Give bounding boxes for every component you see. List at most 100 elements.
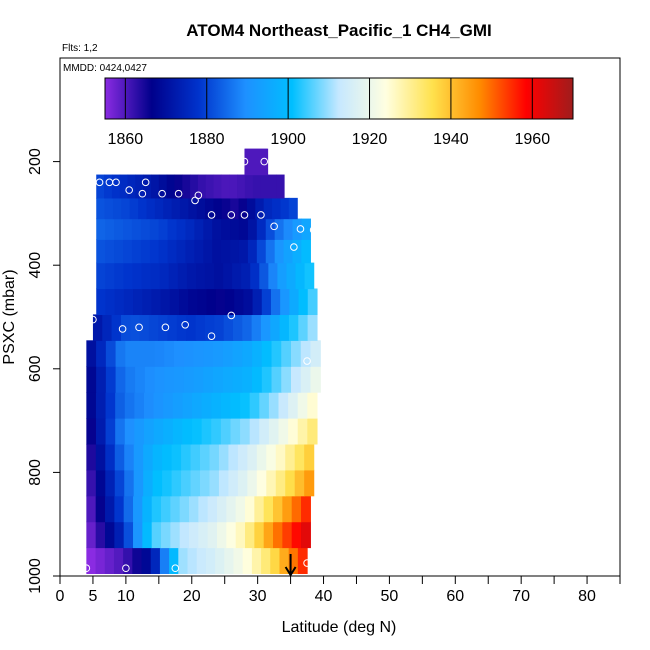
- x-tick-label: 60: [446, 588, 464, 605]
- heatmap-cell: [263, 495, 274, 523]
- heatmap-cell: [262, 148, 265, 176]
- heatmap-cell: [238, 218, 249, 240]
- heatmap-cell: [182, 174, 191, 199]
- heatmap-cell: [131, 239, 142, 264]
- heatmap-cell: [246, 148, 248, 176]
- heatmap-cell: [310, 366, 321, 393]
- heatmap-cell: [214, 262, 224, 290]
- heatmap-cell: [95, 547, 106, 575]
- heatmap-cell: [152, 443, 163, 471]
- heatmap-cell: [254, 495, 265, 523]
- heatmap-cell: [123, 262, 134, 290]
- heatmap-cell: [260, 148, 263, 176]
- heatmap-cell: [240, 392, 251, 419]
- heatmap-cell: [233, 547, 244, 575]
- heatmap-cell: [105, 521, 115, 549]
- heatmap-cell: [123, 239, 133, 264]
- heatmap-cell: [114, 495, 125, 523]
- heatmap-cell: [95, 392, 107, 419]
- heatmap-cell: [142, 495, 153, 523]
- heatmap-cell: [223, 314, 234, 341]
- heatmap-cell: [190, 443, 201, 471]
- heatmap-cell: [275, 469, 286, 497]
- heatmap-cell: [241, 262, 251, 290]
- heatmap-cell: [121, 197, 131, 220]
- heatmap-cell: [230, 218, 240, 240]
- heatmap-cell: [232, 340, 243, 367]
- heatmap-cell: [283, 218, 294, 240]
- heatmap-cell: [252, 340, 263, 367]
- heatmap-cell: [152, 469, 163, 497]
- heatmap-cell: [124, 443, 135, 471]
- heatmap-cell: [86, 340, 97, 367]
- sample-point: [112, 178, 120, 187]
- heatmap-cell: [179, 197, 189, 220]
- heatmap-cell: [285, 469, 296, 497]
- sample-point: [207, 211, 216, 219]
- heatmap-cell: [105, 495, 115, 523]
- sample-point: [309, 226, 318, 234]
- heatmap-cell: [176, 239, 187, 264]
- heatmap-cell: [230, 197, 240, 220]
- heatmap-cell: [274, 239, 285, 264]
- heatmap-cell: [217, 495, 227, 523]
- heatmap-cell: [115, 340, 126, 367]
- heatmap-cell: [263, 148, 266, 176]
- heatmap-cell: [247, 218, 258, 240]
- x-tick-label: 50: [381, 588, 399, 605]
- heatmap-cell: [133, 521, 143, 549]
- heatmap-cell: [197, 288, 208, 316]
- heatmap-cell: [174, 174, 183, 199]
- heatmap-cell: [304, 262, 315, 290]
- heatmap-cell: [123, 521, 134, 549]
- heatmap-cell: [195, 262, 206, 290]
- heatmap-cell: [185, 239, 195, 264]
- heatmap-cell: [203, 340, 214, 367]
- heatmap-cell: [247, 443, 258, 471]
- heatmap-cell: [298, 314, 309, 341]
- heatmap-cell: [215, 288, 226, 316]
- heatmap-cell: [142, 288, 153, 316]
- x-tick-label: 40: [315, 588, 333, 605]
- heatmap-cell: [256, 443, 267, 471]
- heatmap-cell: [212, 218, 222, 240]
- heatmap-cell: [276, 174, 285, 199]
- heatmap-cell: [292, 239, 303, 264]
- colorbar-tick-label: 1960: [515, 131, 551, 148]
- sample-point: [135, 323, 143, 332]
- heatmap-cell: [111, 314, 122, 341]
- heatmap-cell: [163, 197, 173, 220]
- heatmap-cell: [123, 288, 134, 316]
- heatmap-cell: [206, 288, 217, 316]
- heatmap-cell: [291, 340, 302, 367]
- heatmap-cell: [104, 197, 114, 220]
- heatmap-cell: [205, 197, 215, 220]
- heatmap-cell: [260, 314, 271, 341]
- heatmap-cell: [218, 443, 230, 471]
- heatmap-cell: [176, 218, 187, 240]
- heatmap-cell: [300, 340, 312, 367]
- heatmap-cell: [133, 288, 143, 316]
- heatmap-cell: [297, 418, 308, 445]
- heatmap-cell: [153, 392, 164, 419]
- heatmap-cell: [215, 547, 225, 575]
- heatmap-cell: [212, 239, 222, 264]
- heatmap-cell: [86, 366, 97, 393]
- heatmap-cell: [211, 392, 222, 419]
- heatmap-cell: [183, 340, 195, 367]
- heatmap-cell: [304, 469, 315, 497]
- heatmap-cell: [282, 521, 293, 549]
- colorbar-ticks: 1860 1880 1900 1920 1940 1960: [108, 78, 551, 148]
- heatmap-cell: [148, 314, 159, 341]
- heatmap-cell: [220, 392, 232, 419]
- heatmap-cell: [183, 366, 195, 393]
- heatmap-cell: [301, 239, 311, 264]
- heatmap-cell: [96, 218, 106, 240]
- heatmap-cell: [171, 469, 182, 497]
- heatmap-cell: [222, 366, 234, 393]
- heatmap-cell: [197, 174, 207, 199]
- sample-point: [207, 332, 216, 340]
- heatmap-cell: [261, 366, 273, 393]
- heatmap-cell: [186, 262, 197, 290]
- heatmap-cell: [270, 288, 281, 316]
